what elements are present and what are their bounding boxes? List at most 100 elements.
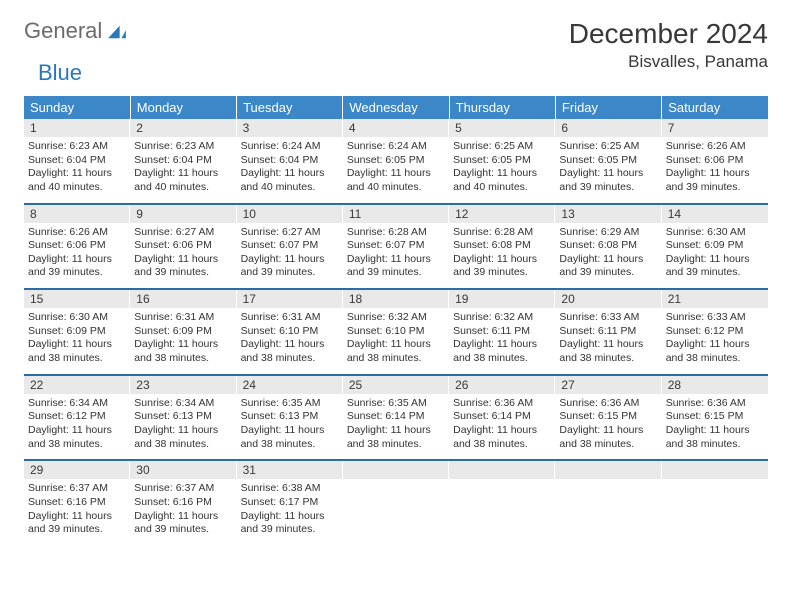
daylight-text: Daylight: 11 hours bbox=[559, 424, 657, 438]
daylight-text: Daylight: 11 hours bbox=[241, 338, 339, 352]
daylight-text: Daylight: 11 hours bbox=[134, 510, 232, 524]
daylight-text: and 38 minutes. bbox=[241, 352, 339, 366]
daylight-text: and 39 minutes. bbox=[134, 266, 232, 280]
sunset-text: Sunset: 6:14 PM bbox=[347, 410, 445, 424]
sunrise-text: Sunrise: 6:33 AM bbox=[559, 311, 657, 325]
daylight-text: and 40 minutes. bbox=[134, 181, 232, 195]
daylight-text: and 38 minutes. bbox=[559, 438, 657, 452]
daylight-text: and 38 minutes. bbox=[453, 438, 551, 452]
daylight-text: Daylight: 11 hours bbox=[134, 167, 232, 181]
daylight-text: Daylight: 11 hours bbox=[28, 338, 126, 352]
day-body bbox=[555, 479, 661, 541]
sunrise-text: Sunrise: 6:32 AM bbox=[453, 311, 551, 325]
calendar-day-cell bbox=[555, 460, 661, 545]
calendar-day-cell: 25Sunrise: 6:35 AMSunset: 6:14 PMDayligh… bbox=[343, 375, 449, 461]
day-body: Sunrise: 6:30 AMSunset: 6:09 PMDaylight:… bbox=[662, 223, 768, 289]
daylight-text: and 39 minutes. bbox=[666, 181, 764, 195]
sunrise-text: Sunrise: 6:31 AM bbox=[134, 311, 232, 325]
calendar-week-row: 22Sunrise: 6:34 AMSunset: 6:12 PMDayligh… bbox=[24, 375, 768, 461]
calendar-day-cell: 28Sunrise: 6:36 AMSunset: 6:15 PMDayligh… bbox=[662, 375, 768, 461]
day-number: 8 bbox=[24, 205, 130, 223]
daylight-text: and 39 minutes. bbox=[347, 266, 445, 280]
weekday-header-row: Sunday Monday Tuesday Wednesday Thursday… bbox=[24, 96, 768, 119]
day-number: 22 bbox=[24, 376, 130, 394]
sunrise-text: Sunrise: 6:37 AM bbox=[28, 482, 126, 496]
day-body: Sunrise: 6:37 AMSunset: 6:16 PMDaylight:… bbox=[130, 479, 236, 545]
calendar-day-cell: 15Sunrise: 6:30 AMSunset: 6:09 PMDayligh… bbox=[24, 289, 130, 375]
day-body: Sunrise: 6:36 AMSunset: 6:14 PMDaylight:… bbox=[449, 394, 555, 460]
calendar-day-cell: 3Sunrise: 6:24 AMSunset: 6:04 PMDaylight… bbox=[237, 119, 343, 204]
calendar-day-cell: 21Sunrise: 6:33 AMSunset: 6:12 PMDayligh… bbox=[662, 289, 768, 375]
day-number: 31 bbox=[237, 461, 343, 479]
daylight-text: and 38 minutes. bbox=[666, 438, 764, 452]
calendar-day-cell: 26Sunrise: 6:36 AMSunset: 6:14 PMDayligh… bbox=[449, 375, 555, 461]
sunrise-text: Sunrise: 6:35 AM bbox=[241, 397, 339, 411]
sunset-text: Sunset: 6:12 PM bbox=[28, 410, 126, 424]
sunrise-text: Sunrise: 6:27 AM bbox=[241, 226, 339, 240]
day-number: 20 bbox=[555, 290, 661, 308]
day-body: Sunrise: 6:37 AMSunset: 6:16 PMDaylight:… bbox=[24, 479, 130, 545]
sunset-text: Sunset: 6:11 PM bbox=[559, 325, 657, 339]
weekday-header: Sunday bbox=[24, 96, 130, 119]
daylight-text: Daylight: 11 hours bbox=[28, 167, 126, 181]
daylight-text: Daylight: 11 hours bbox=[453, 424, 551, 438]
day-body bbox=[449, 479, 555, 541]
day-body: Sunrise: 6:31 AMSunset: 6:09 PMDaylight:… bbox=[130, 308, 236, 374]
daylight-text: and 38 minutes. bbox=[241, 438, 339, 452]
sunrise-text: Sunrise: 6:28 AM bbox=[347, 226, 445, 240]
daylight-text: and 39 minutes. bbox=[28, 266, 126, 280]
calendar-day-cell: 27Sunrise: 6:36 AMSunset: 6:15 PMDayligh… bbox=[555, 375, 661, 461]
day-number: 5 bbox=[449, 119, 555, 137]
sunset-text: Sunset: 6:04 PM bbox=[241, 154, 339, 168]
daylight-text: Daylight: 11 hours bbox=[241, 510, 339, 524]
daylight-text: and 39 minutes. bbox=[453, 266, 551, 280]
sunrise-text: Sunrise: 6:23 AM bbox=[28, 140, 126, 154]
calendar-day-cell: 2Sunrise: 6:23 AMSunset: 6:04 PMDaylight… bbox=[130, 119, 236, 204]
day-body: Sunrise: 6:26 AMSunset: 6:06 PMDaylight:… bbox=[662, 137, 768, 203]
calendar-day-cell: 23Sunrise: 6:34 AMSunset: 6:13 PMDayligh… bbox=[130, 375, 236, 461]
sunrise-text: Sunrise: 6:26 AM bbox=[28, 226, 126, 240]
day-body: Sunrise: 6:32 AMSunset: 6:11 PMDaylight:… bbox=[449, 308, 555, 374]
day-number: 29 bbox=[24, 461, 130, 479]
calendar-week-row: 15Sunrise: 6:30 AMSunset: 6:09 PMDayligh… bbox=[24, 289, 768, 375]
daylight-text: and 38 minutes. bbox=[347, 352, 445, 366]
sunrise-text: Sunrise: 6:25 AM bbox=[453, 140, 551, 154]
calendar-day-cell: 18Sunrise: 6:32 AMSunset: 6:10 PMDayligh… bbox=[343, 289, 449, 375]
day-body: Sunrise: 6:25 AMSunset: 6:05 PMDaylight:… bbox=[555, 137, 661, 203]
weekday-header: Friday bbox=[555, 96, 661, 119]
sunrise-text: Sunrise: 6:27 AM bbox=[134, 226, 232, 240]
sunset-text: Sunset: 6:08 PM bbox=[559, 239, 657, 253]
day-number bbox=[555, 461, 661, 479]
day-body: Sunrise: 6:32 AMSunset: 6:10 PMDaylight:… bbox=[343, 308, 449, 374]
day-body: Sunrise: 6:24 AMSunset: 6:04 PMDaylight:… bbox=[237, 137, 343, 203]
sunset-text: Sunset: 6:16 PM bbox=[134, 496, 232, 510]
daylight-text: Daylight: 11 hours bbox=[241, 424, 339, 438]
calendar-day-cell: 22Sunrise: 6:34 AMSunset: 6:12 PMDayligh… bbox=[24, 375, 130, 461]
daylight-text: Daylight: 11 hours bbox=[28, 253, 126, 267]
sunrise-text: Sunrise: 6:35 AM bbox=[347, 397, 445, 411]
day-number: 28 bbox=[662, 376, 768, 394]
day-number: 2 bbox=[130, 119, 236, 137]
calendar-day-cell: 5Sunrise: 6:25 AMSunset: 6:05 PMDaylight… bbox=[449, 119, 555, 204]
calendar-day-cell bbox=[343, 460, 449, 545]
daylight-text: and 39 minutes. bbox=[559, 266, 657, 280]
day-body: Sunrise: 6:27 AMSunset: 6:06 PMDaylight:… bbox=[130, 223, 236, 289]
brand-logo: General bbox=[24, 18, 104, 44]
day-number: 9 bbox=[130, 205, 236, 223]
day-number: 17 bbox=[237, 290, 343, 308]
calendar-day-cell: 8Sunrise: 6:26 AMSunset: 6:06 PMDaylight… bbox=[24, 204, 130, 290]
sunrise-text: Sunrise: 6:36 AM bbox=[559, 397, 657, 411]
daylight-text: and 39 minutes. bbox=[559, 181, 657, 195]
calendar-week-row: 8Sunrise: 6:26 AMSunset: 6:06 PMDaylight… bbox=[24, 204, 768, 290]
daylight-text: and 38 minutes. bbox=[134, 352, 232, 366]
sunset-text: Sunset: 6:06 PM bbox=[666, 154, 764, 168]
day-body: Sunrise: 6:36 AMSunset: 6:15 PMDaylight:… bbox=[662, 394, 768, 460]
sunset-text: Sunset: 6:04 PM bbox=[134, 154, 232, 168]
daylight-text: and 39 minutes. bbox=[241, 266, 339, 280]
calendar-day-cell: 14Sunrise: 6:30 AMSunset: 6:09 PMDayligh… bbox=[662, 204, 768, 290]
day-number: 26 bbox=[449, 376, 555, 394]
calendar-day-cell: 11Sunrise: 6:28 AMSunset: 6:07 PMDayligh… bbox=[343, 204, 449, 290]
day-body: Sunrise: 6:25 AMSunset: 6:05 PMDaylight:… bbox=[449, 137, 555, 203]
daylight-text: Daylight: 11 hours bbox=[241, 167, 339, 181]
day-number: 19 bbox=[449, 290, 555, 308]
